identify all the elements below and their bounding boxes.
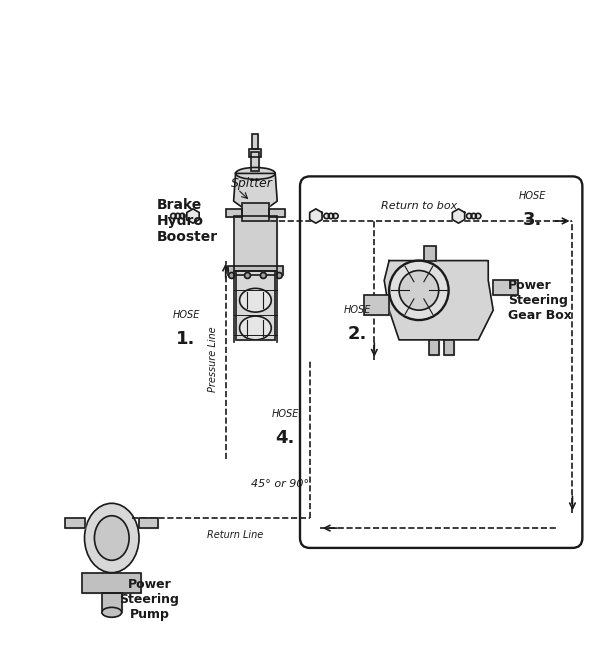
Circle shape [471,213,476,218]
Bar [250,149,262,157]
Text: Power
Steering
Pump: Power Steering Pump [119,578,179,621]
Bar [269,209,285,217]
Circle shape [475,213,481,218]
Bar [139,518,158,528]
Bar [429,340,439,355]
Text: Power
Steering
Gear Box: Power Steering Gear Box [508,279,572,322]
Polygon shape [233,174,277,209]
Polygon shape [384,261,493,340]
Bar [227,266,283,276]
Bar [82,573,142,593]
Circle shape [276,272,282,278]
Polygon shape [310,209,322,223]
Bar [429,340,439,355]
Ellipse shape [239,289,271,312]
Bar [233,216,277,270]
Circle shape [175,213,181,218]
Text: Spitter: Spitter [230,177,272,190]
Circle shape [260,272,266,278]
Bar [364,295,389,315]
Ellipse shape [94,515,129,560]
Bar [424,246,436,261]
Bar [102,593,122,612]
Bar [65,518,85,528]
Polygon shape [452,209,464,223]
Text: Return to box: Return to box [381,201,457,211]
Text: HOSE: HOSE [172,310,200,320]
Bar [251,151,259,172]
Circle shape [324,213,329,218]
Bar [227,266,283,276]
Circle shape [328,213,334,218]
Polygon shape [187,209,199,223]
Bar [250,149,262,157]
Bar [253,134,259,149]
Ellipse shape [239,316,271,340]
Bar [493,280,518,295]
Text: Pressure Line: Pressure Line [208,327,218,393]
Text: 3.: 3. [523,211,542,229]
Ellipse shape [236,168,275,179]
Ellipse shape [85,503,139,573]
Text: HOSE: HOSE [519,191,547,201]
Bar [251,151,259,172]
Text: 1.: 1. [176,330,196,348]
Bar [253,134,259,149]
Bar [424,246,436,261]
Circle shape [179,213,185,218]
Bar [65,518,85,528]
Circle shape [389,261,449,320]
Bar [139,518,158,528]
Circle shape [171,213,176,218]
Circle shape [229,272,235,278]
Circle shape [399,270,439,310]
Ellipse shape [102,607,122,618]
Text: HOSE: HOSE [271,409,299,419]
Bar [242,203,269,221]
Bar [236,270,275,340]
Bar [493,280,518,295]
Bar [242,203,269,221]
Text: 2.: 2. [348,325,367,343]
Bar [102,593,122,612]
Text: Brake
Hydro
Booster: Brake Hydro Booster [157,198,217,244]
Bar [443,340,454,355]
Circle shape [467,213,472,218]
Circle shape [245,272,250,278]
Bar [233,216,277,270]
Bar [443,340,454,355]
Bar [269,209,285,217]
Text: 45° or 90°: 45° or 90° [251,478,309,489]
Circle shape [333,213,338,218]
Bar [236,270,275,340]
Bar [226,209,242,217]
Bar [364,295,389,315]
Bar [82,573,142,593]
Bar [226,209,242,217]
Text: 4.: 4. [275,429,295,447]
Text: HOSE: HOSE [344,305,371,315]
Text: Return Line: Return Line [208,530,264,540]
